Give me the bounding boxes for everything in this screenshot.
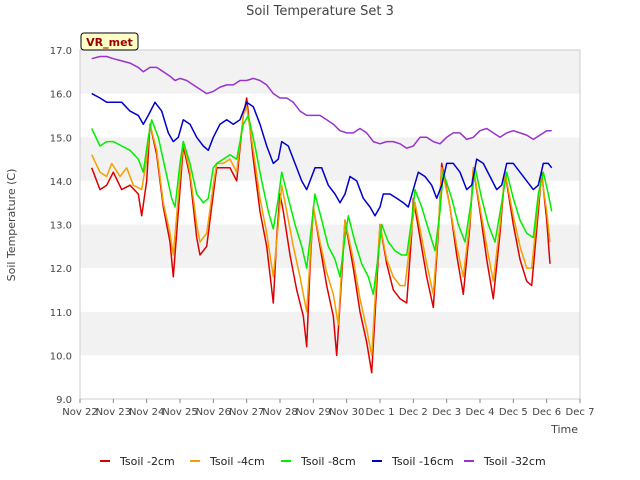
vr-met-badge: VR_met <box>80 32 139 51</box>
x-tick-label: Nov 29 <box>296 407 331 418</box>
legend-label: Tsoil -2cm <box>119 455 175 468</box>
x-tick-label: Dec 6 <box>532 407 561 418</box>
x-tick-label: Dec 5 <box>499 407 528 418</box>
plot-band <box>80 224 580 269</box>
legend-label: Tsoil -16cm <box>391 455 454 468</box>
y-tick-label: 17.0 <box>50 46 72 57</box>
x-tick-label: Nov 23 <box>96 407 131 418</box>
y-tick-label: 10.0 <box>50 351 72 362</box>
plot-band <box>80 311 580 356</box>
x-tick-label: Nov 30 <box>329 407 364 418</box>
plot-band <box>80 268 580 312</box>
legend-label: Tsoil -32cm <box>483 455 546 468</box>
plot-band <box>80 93 580 138</box>
x-tick-label: Dec 4 <box>466 407 495 418</box>
x-tick-label: Nov 28 <box>262 407 297 418</box>
y-tick-label: 16.0 <box>50 90 72 101</box>
y-tick-label: 9.0 <box>56 395 72 406</box>
y-tick-label: 12.0 <box>50 264 72 275</box>
legend-label: Tsoil -4cm <box>209 455 265 468</box>
x-tick-label: Dec 1 <box>366 407 395 418</box>
vr-met-badge-label: VR_met <box>86 36 133 49</box>
legend-item: Tsoil -32cm <box>464 455 546 468</box>
series-line-4 <box>91 92 553 217</box>
legend-label: Tsoil -8cm <box>300 455 356 468</box>
plot-area <box>79 49 581 400</box>
x-axis-label: Time <box>550 423 578 436</box>
y-tick-label: 13.0 <box>50 221 72 232</box>
x-tick-label: Dec 2 <box>399 407 428 418</box>
x-tick-label: Nov 24 <box>129 407 164 418</box>
x-tick-label: Nov 27 <box>229 407 264 418</box>
x-tick-label: Dec 3 <box>432 407 461 418</box>
legend-item: Tsoil -8cm <box>281 455 356 468</box>
y-tick-label: 14.0 <box>50 177 72 188</box>
plot-band <box>80 355 580 399</box>
chart-title: Soil Temperature Set 3 <box>246 4 394 19</box>
plot-band <box>80 50 580 94</box>
legend: Tsoil -2cm Tsoil -4cm Tsoil -8cm Tsoil -16c… <box>100 455 546 468</box>
legend-item: Tsoil -4cm <box>190 455 265 468</box>
y-axis-label: Soil Temperature (C) <box>5 169 18 282</box>
series-line-5 <box>91 55 552 149</box>
x-tick-label: Dec 7 <box>566 407 595 418</box>
legend-item: Tsoil -2cm <box>100 455 175 468</box>
y-tick-label: 11.0 <box>50 308 72 319</box>
x-tick-label: Nov 22 <box>62 407 97 418</box>
x-tick-label: Nov 25 <box>162 407 197 418</box>
x-tick-label: Nov 26 <box>196 407 231 418</box>
legend-item: Tsoil -16cm <box>372 455 454 468</box>
y-axis: 9.0 10.0 11.0 12.0 13.0 14.0 15.0 16.0 17.0 <box>50 46 72 406</box>
y-tick-label: 15.0 <box>50 133 72 144</box>
series-lines <box>90 55 553 374</box>
